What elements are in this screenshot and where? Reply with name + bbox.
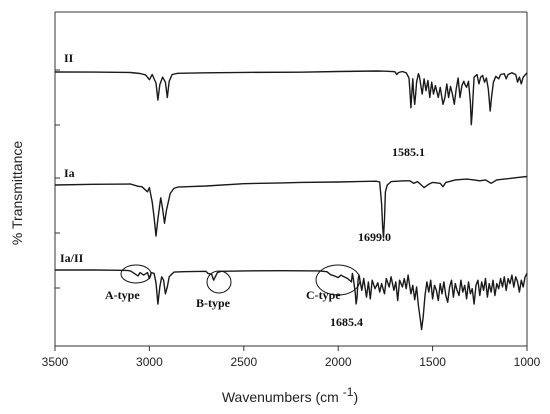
x-axis-ticks: 3500 3000 2500 2000 1500 1000 xyxy=(42,346,541,369)
highlight-circle xyxy=(120,264,152,284)
x-tick-label: 2500 xyxy=(230,355,257,369)
x-tick-label: 3500 xyxy=(42,355,69,369)
peak-annotation-label: 1699.0 xyxy=(358,230,391,244)
x-axis-title: Wavenumbers (cm -1) xyxy=(222,385,358,405)
peak-annotations: 1585.1 1699.0 1685.4 A-type B-type C-type xyxy=(105,145,425,329)
spectrum-line-ia xyxy=(54,175,528,239)
x-axis-title-superscript: -1 xyxy=(343,385,354,399)
spectrum-line-ii xyxy=(54,70,528,126)
y-axis-title: % Transmittance xyxy=(9,141,25,245)
peak-annotation-label: C-type xyxy=(306,288,341,302)
series-label: Ia/II xyxy=(60,251,84,265)
highlight-circle xyxy=(315,264,361,296)
plot-frame xyxy=(54,11,528,347)
x-tick-label: 1000 xyxy=(514,355,541,369)
peak-annotation-label: 1585.1 xyxy=(392,145,425,159)
x-tick-label: 2000 xyxy=(325,355,352,369)
series-label: II xyxy=(64,51,74,65)
peak-annotation-label: A-type xyxy=(105,288,140,302)
peak-annotation-label: B-type xyxy=(196,296,231,310)
x-axis-title-close: ) xyxy=(353,389,358,405)
x-tick-label: 3000 xyxy=(136,355,163,369)
spectrum-line-ia-ii xyxy=(55,269,528,331)
highlight-circle xyxy=(206,270,232,294)
x-axis-title-text: Wavenumbers (cm xyxy=(222,389,339,405)
peak-annotation-label: 1685.4 xyxy=(330,315,363,329)
x-tick-label: 1500 xyxy=(419,355,446,369)
spectra-traces: II Ia Ia/II xyxy=(54,51,528,331)
series-label: Ia xyxy=(64,166,75,180)
y-axis-ticks xyxy=(55,69,60,289)
